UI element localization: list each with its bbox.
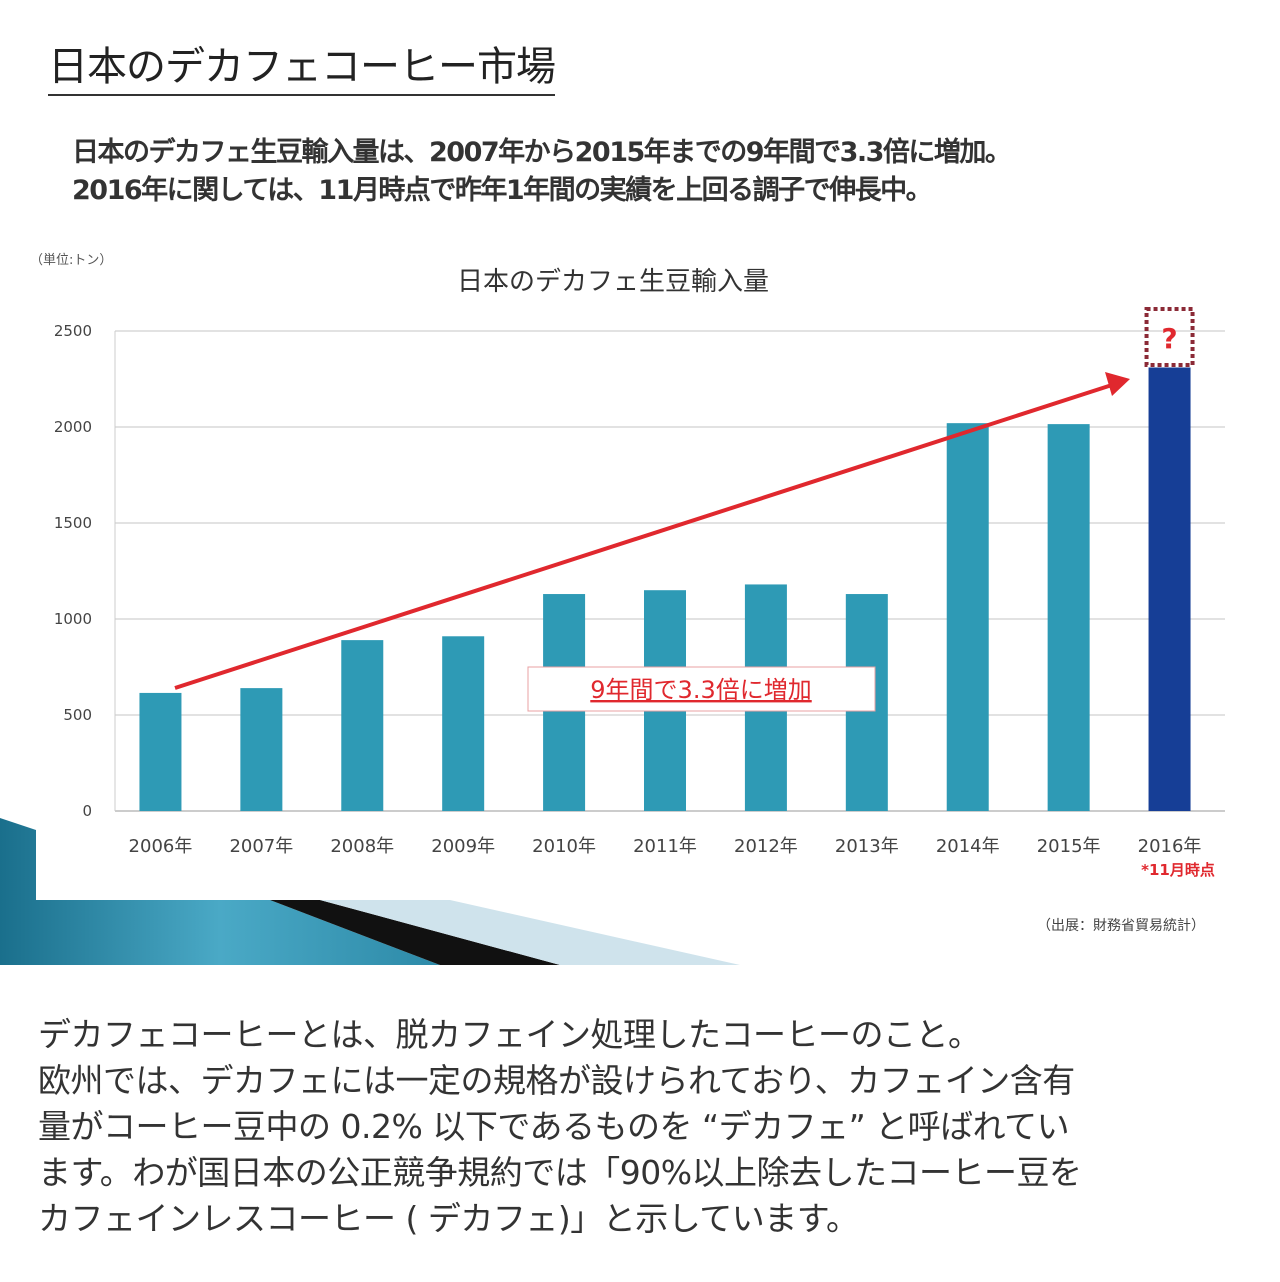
question-mark-icon: ? (1161, 322, 1177, 355)
highlight-note: *11月時点 (1141, 861, 1215, 879)
x-tick-label: 2007年 (229, 836, 293, 857)
chart-title: 日本のデカフェ生豆輸入量 (457, 267, 769, 297)
paragraph-line: デカフェコーヒーとは、脱カフェイン処理したコーヒーのこと。 (38, 1015, 981, 1054)
subtitle-line-1: 日本のデカフェ生豆輸入量は、2007年から2015年までの9年間で3.3倍に増加… (72, 137, 1012, 168)
x-tick-label: 2014年 (936, 836, 1000, 857)
x-tick-label: 2016年 (1138, 836, 1202, 857)
unit-label: （単位:トン） (30, 252, 112, 268)
paragraph-line: 欧州では、デカフェには一定の規格が設けられており、カフェイン含有 (38, 1061, 1075, 1100)
bar-2016年 (1148, 367, 1191, 811)
unknown-value-box (1144, 307, 1195, 367)
paragraph-line: 量がコーヒー豆中の 0.2% 以下であるものを “デカフェ” と呼ばれてい (38, 1107, 1070, 1146)
subtitle-line-2: 2016年に関しては、11月時点で昨年1年間の実績を上回る調子で伸長中。 (72, 175, 933, 206)
x-tick-label: 2008年 (330, 836, 394, 857)
x-tick-label: 2015年 (1037, 836, 1101, 857)
y-tick-label: 0 (82, 802, 92, 820)
bar-chart: （単位:トン） 日本のデカフェ生豆輸入量 0 500 1000 1500 2000 250… (30, 252, 1225, 934)
slide-title: 日本のデカフェコーヒー市場 (48, 34, 556, 96)
arrow-head-icon (1105, 372, 1130, 396)
bar-2015年 (1047, 424, 1090, 811)
bar-2006年 (139, 692, 182, 811)
y-tick-label: 2500 (54, 322, 92, 340)
bar-2007年 (240, 688, 283, 811)
x-tick-label: 2012年 (734, 836, 798, 857)
description-paragraph: デカフェコーヒーとは、脱カフェイン処理したコーヒーのこと。 欧州では、デカフェに… (38, 1012, 1248, 1242)
bar-2008年 (341, 640, 384, 811)
bar-2009年 (442, 636, 485, 811)
x-tick-label: 2011年 (633, 836, 697, 857)
x-tick-label: 2006年 (129, 836, 193, 857)
annotation-box (527, 666, 876, 712)
y-tick-label: 500 (63, 706, 92, 724)
y-tick-label: 1500 (54, 514, 92, 532)
x-tick-label: 2010年 (532, 836, 596, 857)
annotation-text: 9年間で3.3倍に増加 (590, 676, 811, 704)
x-tick-label: 2009年 (431, 836, 495, 857)
x-tick-label: 2013年 (835, 836, 899, 857)
y-tick-label: 2000 (54, 418, 92, 436)
paragraph-line: ます。わが国日本の公正競争規約では「90%以上除去したコーヒー豆を (38, 1153, 1082, 1192)
paragraph-line: カフェインレスコーヒー ( デカフェ)」と示しています。 (38, 1199, 859, 1238)
source-note: （出展：財務省貿易統計） (1037, 918, 1205, 934)
y-tick-label: 1000 (54, 610, 92, 628)
trend-arrow (174, 382, 1116, 690)
bar-2014年 (946, 423, 989, 811)
